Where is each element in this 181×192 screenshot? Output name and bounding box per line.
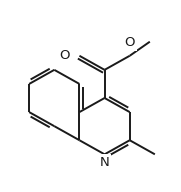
Text: O: O xyxy=(59,49,70,62)
Text: O: O xyxy=(125,36,135,49)
Text: N: N xyxy=(100,156,110,169)
